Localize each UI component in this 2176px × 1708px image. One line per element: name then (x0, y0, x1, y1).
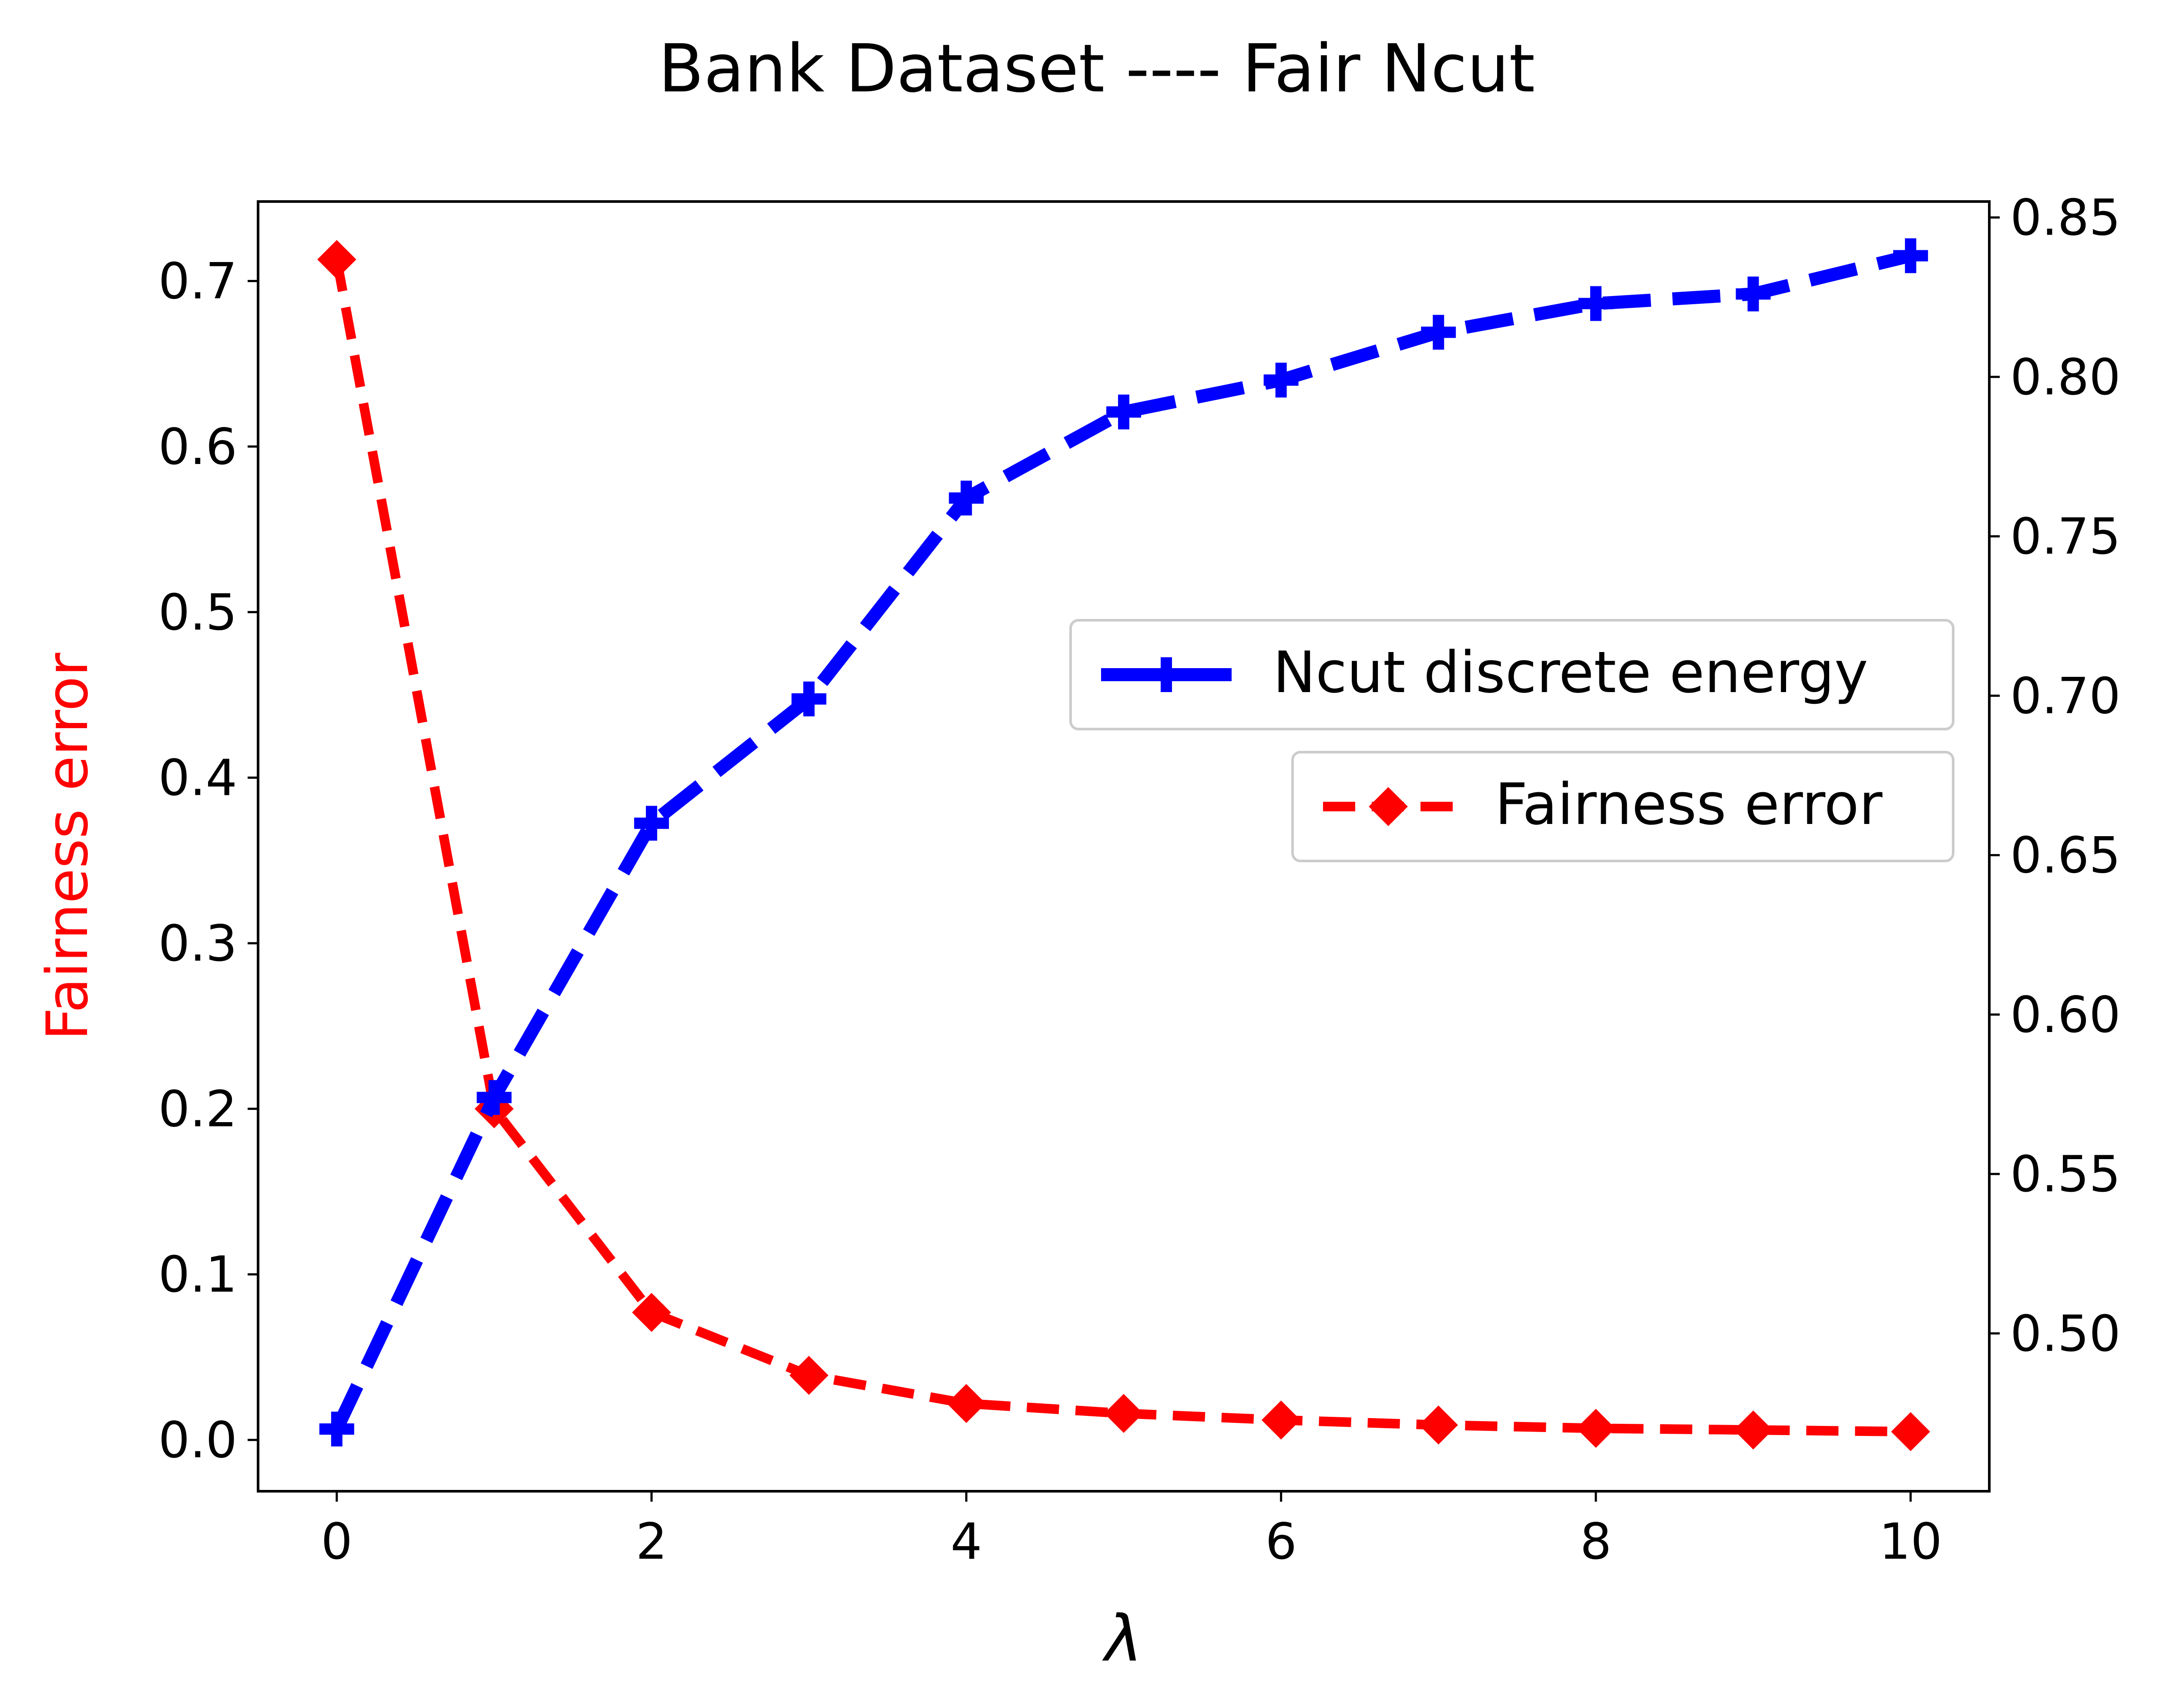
data-point-fairness (1419, 1405, 1458, 1445)
x-tick-label: 6 (1265, 1513, 1297, 1570)
x-tick-label: 8 (1580, 1513, 1612, 1570)
legend-label-ncut: Ncut discrete energy (1273, 639, 1868, 706)
y-right-tick-label: 0.80 (2010, 348, 2121, 406)
data-point-fairness (1261, 1400, 1301, 1440)
plot-frame (257, 200, 1991, 1493)
data-point-ncut (477, 1080, 512, 1115)
y-axis-right: 0.50 0.55 0.60 0.65 0.70 0.75 0.80 0.85 (1989, 189, 2121, 1362)
legend-label-fairness: Fairness error (1495, 771, 1883, 837)
y-left-tick-label: 0.3 (158, 915, 237, 972)
data-point-fairness (1733, 1410, 1773, 1450)
data-point-ncut (319, 1412, 354, 1447)
data-point-fairness (317, 240, 356, 279)
data-point-ncut (1263, 363, 1299, 398)
data-point-ncut (1578, 286, 1613, 321)
legend: Ncut discrete energy Fairness error (1069, 619, 1954, 862)
data-point-ncut (1106, 394, 1141, 430)
y-right-tick-label: 0.60 (2010, 986, 2121, 1044)
legend-swatch-fairness (1323, 787, 1454, 826)
data-point-ncut (1736, 276, 1771, 312)
data-point-fairness (947, 1384, 986, 1423)
data-point-ncut (791, 681, 826, 716)
x-axis-label: λ (1102, 1602, 1142, 1676)
y-axis-label-left: Fairness error (34, 653, 101, 1041)
data-point-ncut (949, 481, 984, 516)
y-left-tick-label: 0.1 (158, 1246, 237, 1304)
y-right-tick-label: 0.70 (2010, 667, 2121, 725)
plot-area (317, 238, 1931, 1451)
y-right-tick-label: 0.50 (2010, 1305, 2121, 1362)
y-axis-left: 0.0 0.1 0.2 0.3 0.4 0.5 0.6 0.7 (158, 252, 258, 1469)
legend-swatch-ncut (1101, 657, 1232, 692)
data-point-fairness (632, 1293, 671, 1332)
legend-box-ncut (1069, 619, 1954, 730)
legend-marker-fairness (1369, 787, 1408, 826)
data-point-fairness (1576, 1409, 1615, 1448)
y-left-tick-label: 0.6 (158, 418, 237, 476)
y-left-tick-label: 0.5 (158, 583, 237, 641)
y-left-tick-label: 0.4 (158, 749, 237, 807)
x-tick-label: 0 (321, 1513, 353, 1570)
y-right-tick-label: 0.55 (2010, 1145, 2121, 1203)
y-left-tick-label: 0.0 (158, 1411, 237, 1469)
legend-marker-ncut (1149, 657, 1184, 692)
y-right-tick-label: 0.75 (2010, 508, 2121, 565)
y-right-tick-label: 0.65 (2010, 827, 2121, 884)
chart-title: Bank Dataset ---- Fair Ncut (658, 30, 1535, 107)
x-tick-label: 4 (950, 1513, 982, 1570)
y-right-tick-label: 0.85 (2010, 189, 2121, 247)
series-line-fairness (332, 259, 1911, 1437)
y-left-tick-label: 0.7 (158, 252, 237, 310)
x-tick-label: 10 (1879, 1513, 1942, 1570)
legend-box-fairness (1291, 751, 1954, 862)
data-point-fairness (789, 1355, 829, 1395)
x-axis: 0 2 4 6 8 10 (321, 1491, 1942, 1570)
data-point-ncut (1421, 315, 1456, 350)
data-point-ncut (1893, 238, 1928, 273)
data-point-fairness (1891, 1412, 1931, 1451)
series-line-ncut (331, 249, 1912, 1432)
x-tick-label: 2 (636, 1513, 668, 1570)
data-point-ncut (634, 806, 669, 841)
y-left-tick-label: 0.2 (158, 1080, 237, 1138)
data-point-fairness (1104, 1394, 1143, 1433)
